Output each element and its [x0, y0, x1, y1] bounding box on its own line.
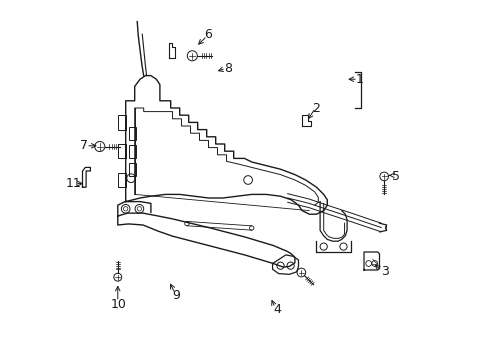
Text: 8: 8 [224, 62, 232, 75]
Text: 6: 6 [204, 28, 212, 41]
Text: 9: 9 [172, 289, 180, 302]
Text: 5: 5 [391, 170, 399, 183]
Bar [128, 145, 136, 158]
Text: 10: 10 [110, 298, 126, 311]
Bar [128, 127, 136, 140]
Text: 2: 2 [312, 102, 320, 114]
Text: 1: 1 [355, 73, 363, 86]
Text: 3: 3 [380, 265, 388, 278]
Text: 4: 4 [272, 303, 280, 316]
Text: 11: 11 [65, 177, 81, 190]
Bar [128, 163, 136, 176]
Text: 7: 7 [80, 139, 88, 152]
